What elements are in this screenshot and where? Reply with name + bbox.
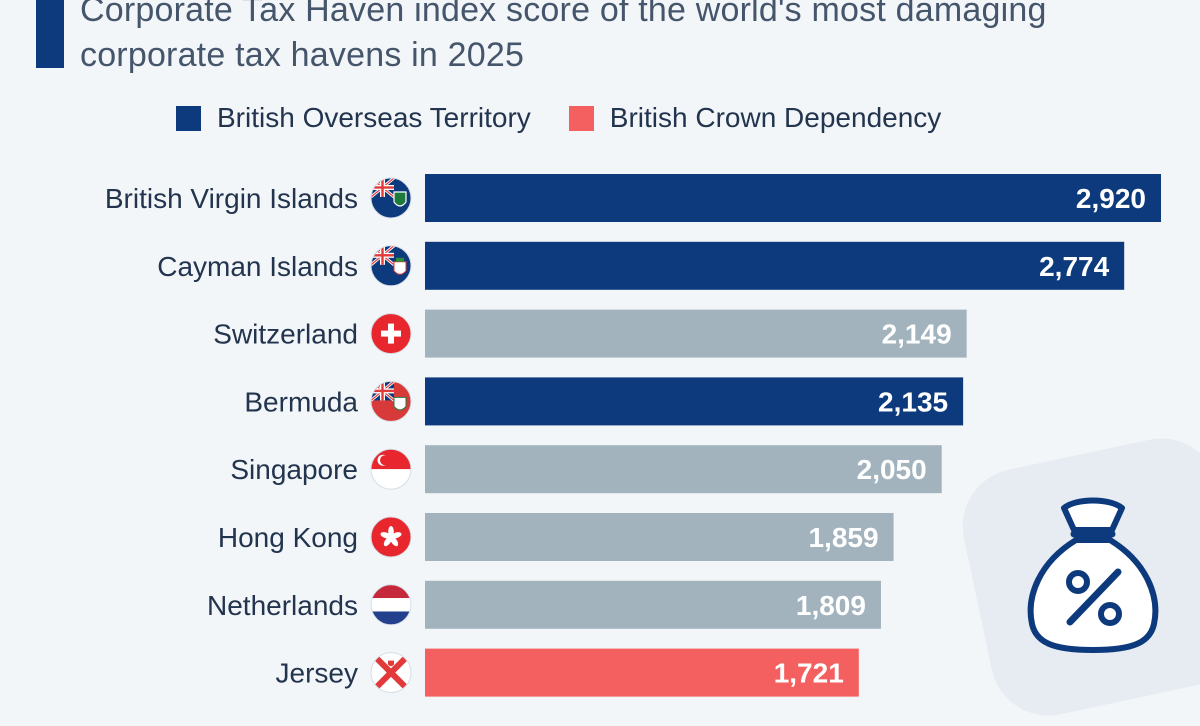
flag-icon-bermuda <box>370 380 412 422</box>
bar-row-cayman-islands: Cayman Islands 2,774 <box>157 241 1125 290</box>
legend-item-overseas: British Overseas Territory <box>176 102 531 134</box>
flag-icon-switzerland <box>370 313 412 355</box>
category-label: Hong Kong <box>218 522 358 553</box>
category-label: Cayman Islands <box>157 251 358 282</box>
category-label: Bermuda <box>244 386 358 417</box>
flag-icon-jersey <box>370 652 412 694</box>
category-label: Netherlands <box>207 590 358 621</box>
flag-icon-singapore <box>370 448 412 490</box>
value-label: 2,920 <box>1076 183 1146 214</box>
bar-row-british-virgin-islands: British Virgin Islands 2,920 <box>105 174 1161 222</box>
bar <box>425 445 942 494</box>
flag-icon-cayman-islands <box>370 245 412 287</box>
legend: British Overseas Territory British Crown… <box>176 102 979 134</box>
bar <box>425 241 1125 290</box>
flag-icon-hong-kong <box>370 516 412 558</box>
value-label: 1,809 <box>796 590 866 621</box>
bar <box>425 377 964 426</box>
category-label: Singapore <box>230 454 358 485</box>
bar-row-hong-kong: Hong Kong 1,859 <box>218 513 894 561</box>
bar-row-singapore: Singapore 2,050 <box>230 445 942 494</box>
flag-icon-british-virgin-islands <box>370 177 412 219</box>
legend-item-crown: British Crown Dependency <box>568 102 942 134</box>
category-label: Switzerland <box>213 319 358 350</box>
bar <box>425 580 881 629</box>
legend-label-crown: British Crown Dependency <box>609 102 942 133</box>
title-accent-bar <box>36 0 64 68</box>
category-label: Jersey <box>276 658 358 689</box>
bar <box>425 648 859 697</box>
legend-swatch-crown <box>568 105 594 131</box>
value-label: 2,774 <box>1039 251 1109 282</box>
bar <box>425 174 1161 222</box>
money-bag-percent-icon <box>1027 497 1159 653</box>
bar-chart: British Virgin Islands 2,920 Cayman Island… <box>105 174 1161 697</box>
legend-label-overseas: British Overseas Territory <box>217 102 531 133</box>
bar <box>425 309 967 358</box>
chart-title: Corporate Tax Haven index score of the w… <box>80 0 1047 74</box>
value-label: 2,050 <box>857 454 927 485</box>
flag-icon-netherlands <box>370 584 412 626</box>
value-label: 2,149 <box>882 319 952 350</box>
legend-swatch-overseas <box>176 105 201 131</box>
value-label: 1,721 <box>774 658 844 689</box>
value-label: 1,859 <box>808 522 878 553</box>
category-label: British Virgin Islands <box>105 183 358 214</box>
bar-row-switzerland: Switzerland 2,149 <box>213 309 967 358</box>
value-label: 2,135 <box>878 386 948 417</box>
bar-row-jersey: Jersey 1,721 <box>276 648 859 697</box>
bar-row-netherlands: Netherlands 1,809 <box>207 580 881 629</box>
bar <box>425 513 894 561</box>
bar-row-bermuda: Bermuda 2,135 <box>244 377 964 426</box>
